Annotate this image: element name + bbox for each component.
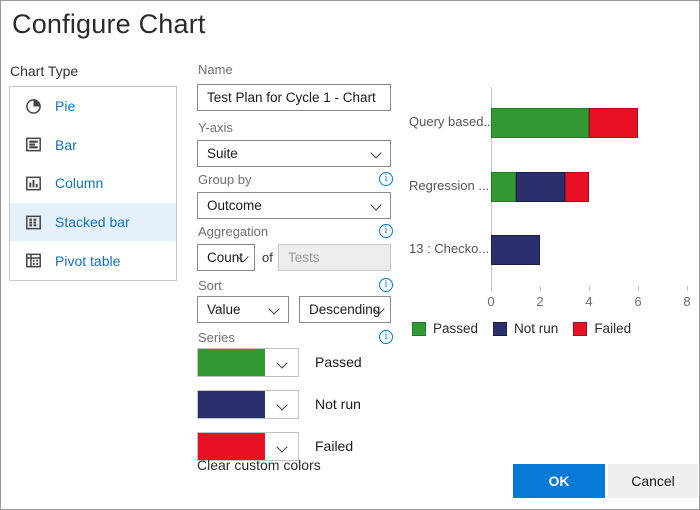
series-color-picker-failed[interactable]: [197, 432, 299, 461]
y-axis-select[interactable]: Suite: [197, 140, 391, 167]
group-by-label: Group by: [198, 172, 252, 187]
chart-type-option-pie[interactable]: Pie: [10, 87, 176, 126]
aggregation-of-label: of: [262, 250, 273, 265]
chevron-down-icon: [370, 199, 382, 211]
group-by-info-icon[interactable]: i: [379, 172, 393, 186]
chart-preview: Passed Not run Failed Query based... Regres…: [409, 87, 699, 349]
legend-label: Failed: [594, 321, 632, 336]
legend-label: Passed: [433, 321, 479, 336]
chart-type-option-bar[interactable]: Bar: [10, 126, 176, 165]
chart-type-heading: Chart Type: [10, 63, 79, 79]
sort-order-select[interactable]: Descending: [299, 296, 391, 323]
legend-color-swatch: [493, 321, 508, 336]
color-swatch: [198, 433, 265, 460]
chart-type-option-stacked-bar[interactable]: Stacked bar: [10, 202, 176, 242]
bar-segment-failed: [564, 172, 589, 202]
chart-type-option-pivot-table[interactable]: Pivot table: [10, 241, 176, 280]
bar-segment-not-run: [491, 235, 540, 265]
ok-button[interactable]: OK: [513, 464, 605, 498]
legend-label: Not run: [514, 321, 559, 336]
series-name-passed: Passed: [315, 354, 362, 370]
color-swatch: [198, 391, 265, 418]
chevron-down-icon: [268, 303, 280, 315]
series-name-not-run: Not run: [315, 396, 361, 412]
chevron-down-icon: [276, 441, 288, 453]
series-color-picker-not-run[interactable]: [197, 390, 299, 419]
legend-item: Failed: [573, 321, 631, 336]
x-axis-tick: [540, 286, 541, 291]
series-info-icon[interactable]: i: [379, 330, 393, 344]
x-axis-tick: [638, 286, 639, 291]
name-input[interactable]: Test Plan for Cycle 1 - Chart: [197, 84, 391, 111]
bar-segment-passed: [491, 108, 589, 138]
chart-legend: Passed Not run Failed: [412, 321, 631, 336]
sort-label: Sort: [198, 278, 222, 293]
aggregation-select[interactable]: Count: [197, 244, 255, 271]
x-axis-tick: [687, 286, 688, 291]
bar-segment-passed: [491, 172, 516, 202]
x-axis-tick: [491, 286, 492, 291]
sort-value-select[interactable]: Value: [197, 296, 289, 323]
chart-category-label: 13 : Checko...: [409, 241, 490, 256]
aggregation-info-icon[interactable]: i: [379, 224, 393, 238]
aggregation-value: Count: [207, 250, 244, 265]
y-axis-label: Y-axis: [198, 120, 233, 135]
series-label: Series: [198, 330, 235, 345]
chart-type-option-column[interactable]: Column: [10, 164, 176, 203]
chevron-down-icon: [370, 147, 382, 159]
dialog-title: Configure Chart: [12, 9, 206, 39]
legend-color-swatch: [412, 321, 426, 336]
aggregation-field-input: Tests: [278, 244, 391, 271]
color-swatch: [198, 349, 265, 376]
x-axis-tick-label: 4: [585, 294, 593, 309]
chart-category-label: Regression ...: [409, 178, 490, 193]
chart-type-option-label: Pivot table: [55, 252, 121, 269]
bar-segment-not-run: [515, 172, 565, 202]
sort-info-icon[interactable]: i: [379, 278, 393, 292]
series-color-picker-passed[interactable]: [197, 348, 299, 377]
sort-value: Value: [207, 302, 241, 317]
chart-type-option-label: Column: [55, 175, 104, 192]
y-axis-value: Suite: [207, 146, 238, 161]
chart-type-option-label: Stacked bar: [55, 214, 130, 231]
x-axis-tick-label: 8: [683, 294, 691, 309]
cancel-button[interactable]: Cancel: [608, 464, 698, 498]
name-label: Name: [198, 62, 233, 77]
x-axis-tick: [589, 286, 590, 291]
group-by-value: Outcome: [207, 198, 262, 213]
chevron-down-icon: [276, 357, 288, 369]
pivot-table-icon: [25, 252, 42, 269]
series-name-failed: Failed: [315, 438, 354, 454]
stacked-bar-chart-icon: [25, 214, 42, 231]
legend-item: Passed: [412, 321, 478, 336]
clear-custom-colors-link[interactable]: Clear custom colors: [197, 457, 321, 473]
aggregation-label: Aggregation: [198, 224, 269, 239]
group-by-select[interactable]: Outcome: [197, 192, 391, 219]
chevron-down-icon: [276, 399, 288, 411]
chart-type-list: Pie Bar Column Stacked bar Pivot table: [9, 86, 177, 281]
legend-color-swatch: [573, 321, 588, 336]
sort-order-value: Descending: [309, 302, 381, 317]
bar-segment-failed: [589, 108, 638, 138]
chart-type-option-label: Pie: [55, 98, 76, 115]
chart-category-label: Query based...: [409, 114, 495, 129]
x-axis-tick-label: 6: [634, 294, 642, 309]
x-axis-tick-label: 2: [536, 294, 544, 309]
pie-chart-icon: [25, 98, 42, 115]
chart-type-option-label: Bar: [55, 136, 77, 153]
x-axis-tick-label: 0: [487, 294, 495, 309]
column-chart-icon: [25, 175, 42, 192]
bar-chart-icon: [25, 136, 42, 153]
legend-item: Not run: [493, 321, 558, 336]
